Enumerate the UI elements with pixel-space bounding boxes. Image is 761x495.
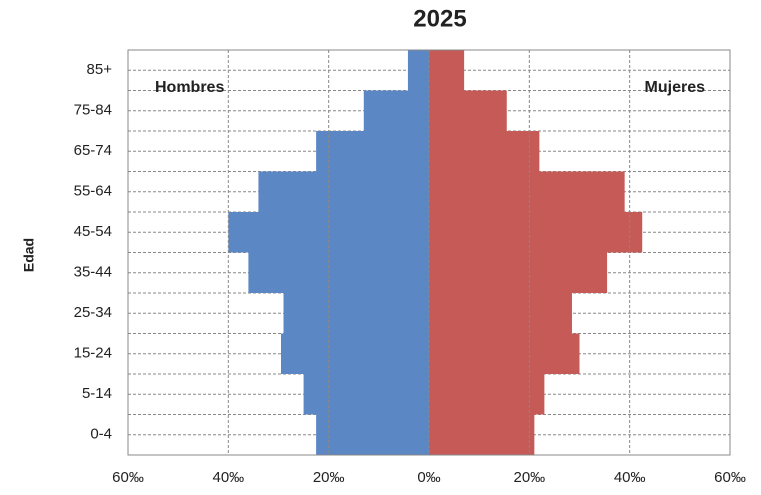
bar (407, 50, 429, 91)
bar (429, 252, 608, 293)
x-tick-label: 20‰ (513, 469, 545, 486)
y-tick-label: 45-54 (74, 223, 112, 240)
legend-label: Hombres (155, 79, 224, 96)
bar (429, 90, 507, 131)
y-tick-label: 55-64 (74, 183, 112, 200)
bar (281, 333, 429, 374)
plot-frame (127, 49, 731, 456)
y-tick-label: 85+ (87, 61, 113, 78)
x-tick-label: 0‰ (417, 469, 440, 486)
y-tick-label: 25-34 (74, 304, 112, 321)
bar (429, 50, 465, 91)
y-tick-label: 5-14 (82, 385, 112, 402)
legend-label: Mujeres (645, 79, 706, 96)
bar (316, 131, 429, 172)
bar (283, 293, 429, 334)
x-tick-label: 40‰ (212, 469, 244, 486)
bar (258, 171, 429, 212)
y-tick-label: 75-84 (74, 102, 112, 119)
bar (429, 212, 643, 253)
x-tick-label: 60‰ (714, 469, 746, 486)
bar (429, 171, 625, 212)
y-axis-label: Edad (21, 238, 37, 272)
y-tick-label: 35-44 (74, 264, 112, 281)
bar (316, 414, 429, 455)
bar (429, 374, 545, 415)
bar (429, 333, 580, 374)
bar (429, 131, 540, 172)
bar (429, 414, 535, 455)
bar (303, 374, 429, 415)
chart-title: 2025 (413, 5, 466, 32)
y-tick-label: 65-74 (74, 142, 112, 159)
x-tick-label: 40‰ (614, 469, 646, 486)
bar (363, 90, 429, 131)
x-tick-label: 60‰ (112, 469, 144, 486)
y-tick-label: 15-24 (74, 345, 112, 362)
bar (248, 252, 429, 293)
bar (429, 293, 572, 334)
y-tick-label: 0-4 (90, 426, 112, 443)
x-tick-label: 20‰ (313, 469, 345, 486)
